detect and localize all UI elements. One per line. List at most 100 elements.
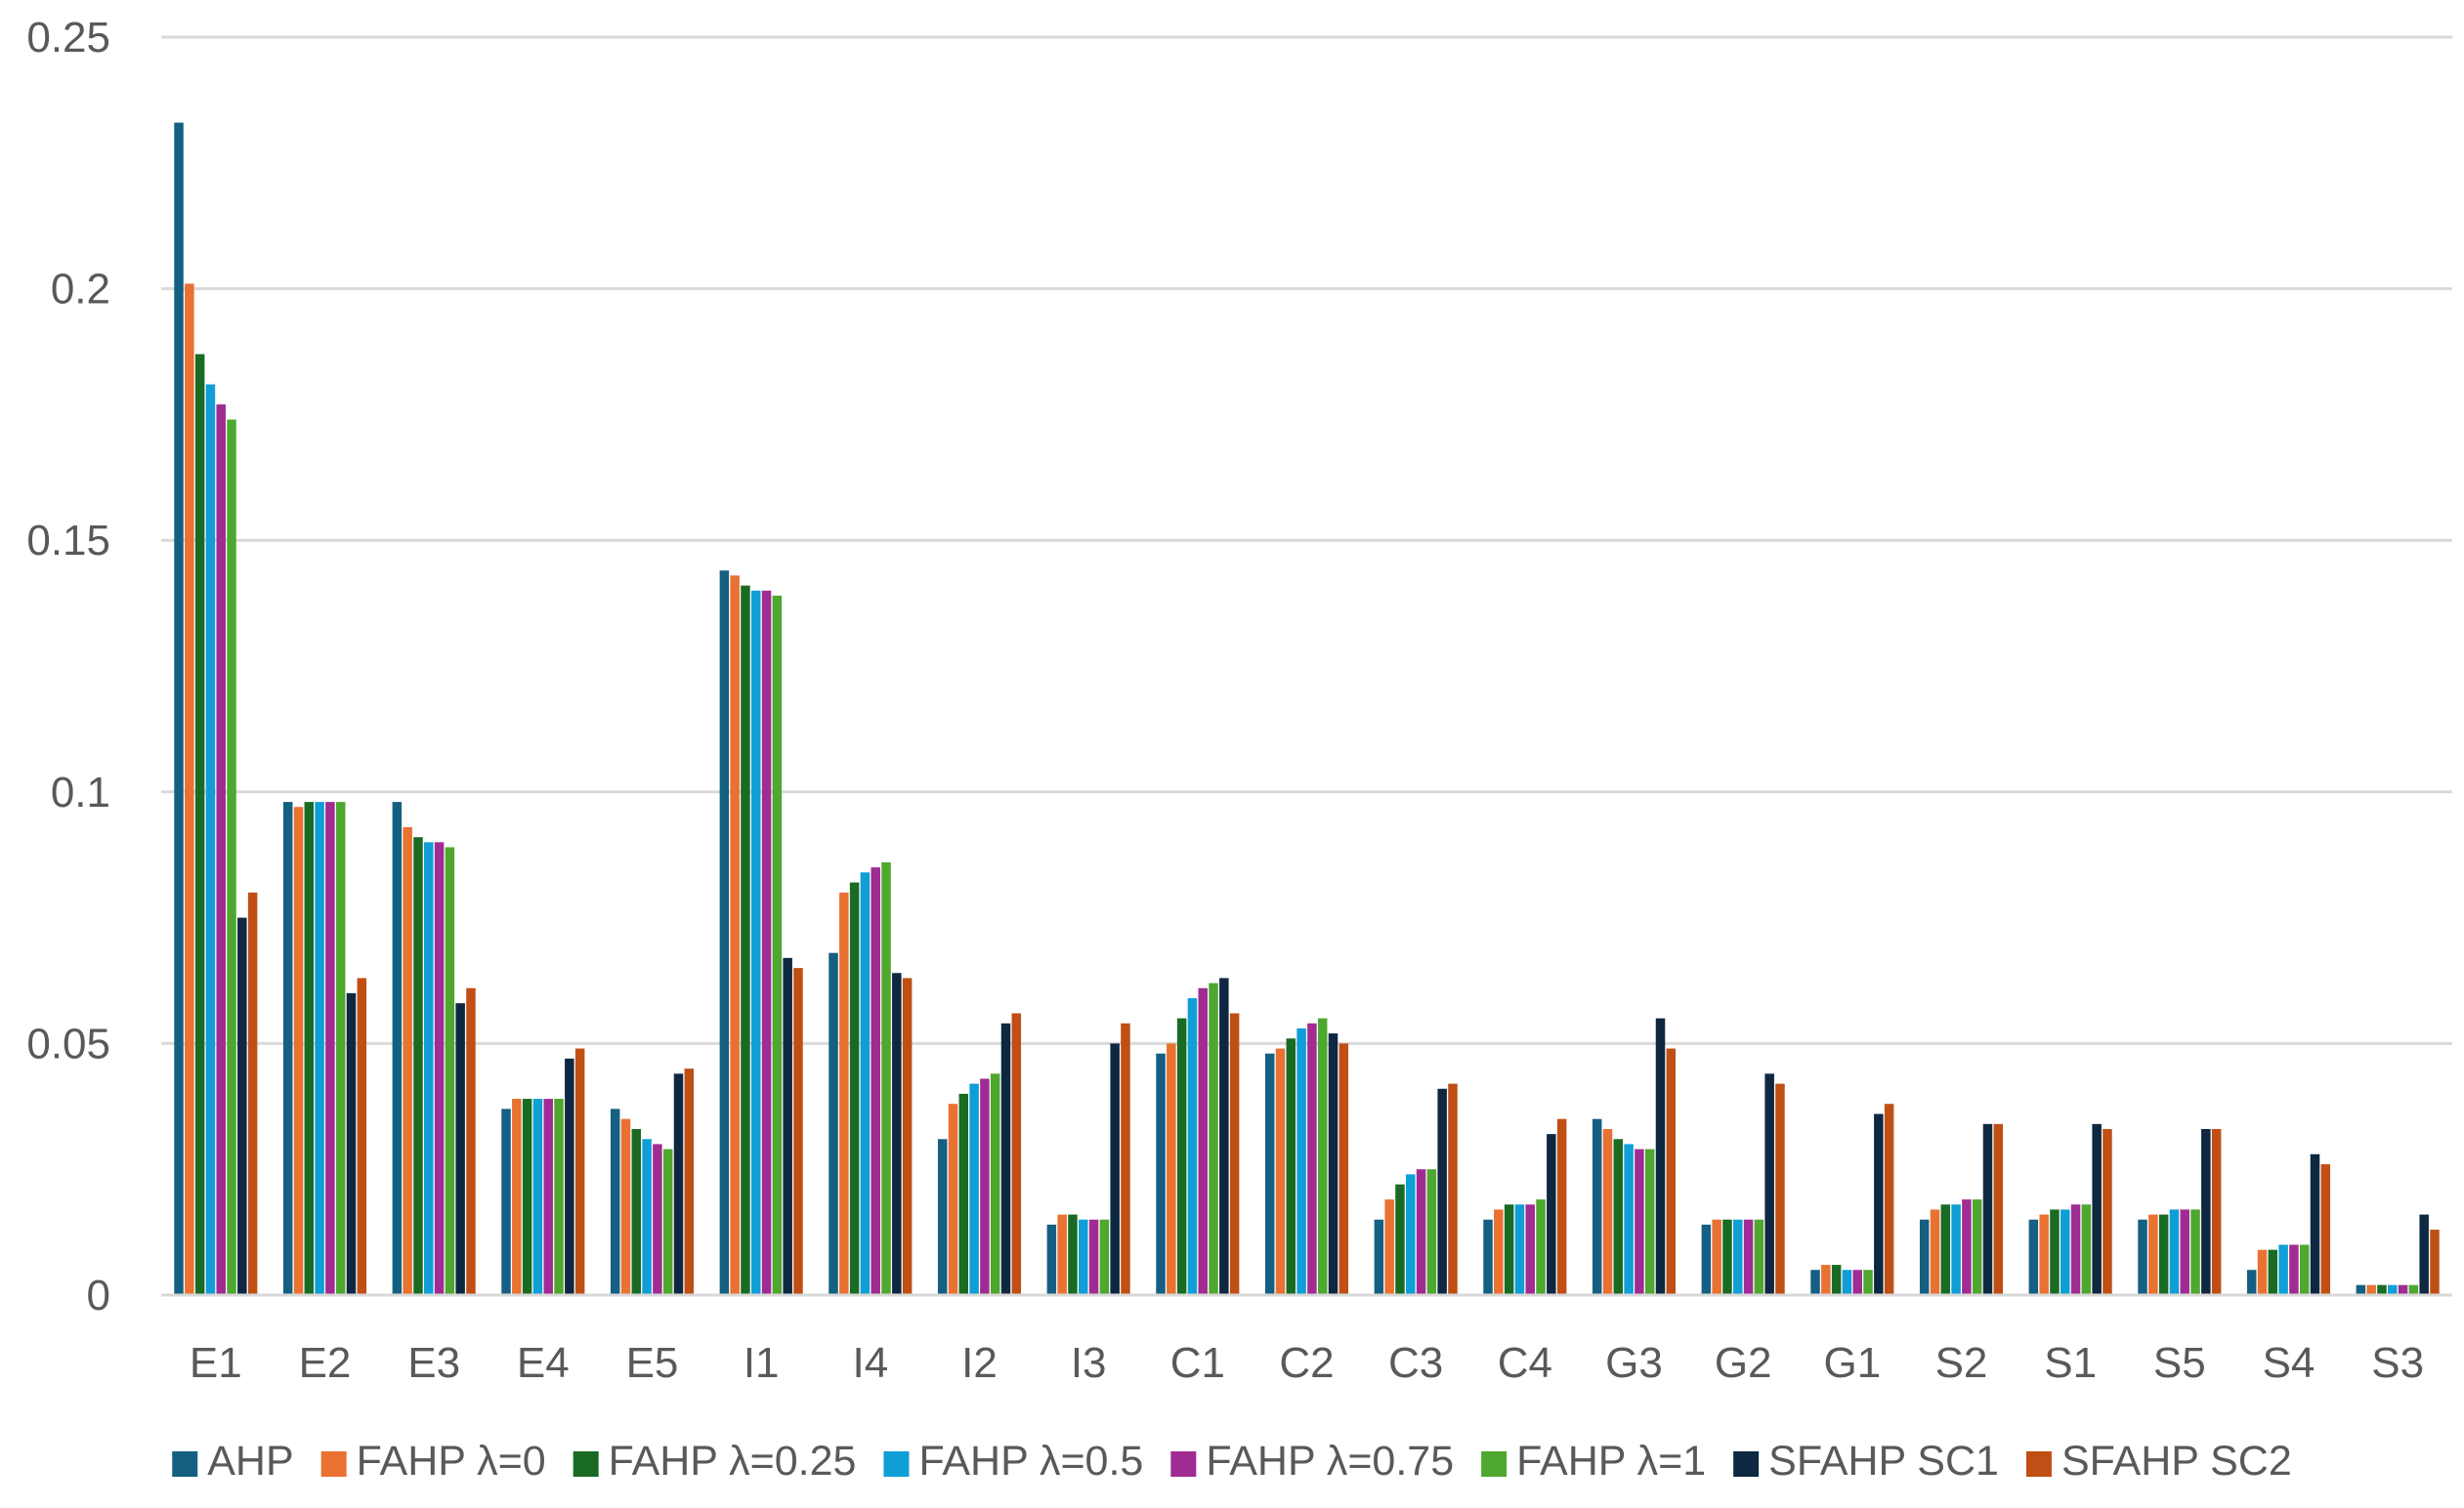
legend-item: FAHP λ=1 [1481,1438,1706,1485]
bar-i3-series-2 [1057,1214,1067,1295]
bar-e3-series-4 [424,842,434,1295]
bar-c3-series-3 [1395,1184,1405,1295]
bar-s1-series-8 [2103,1128,2112,1295]
bar-e2-series-4 [315,802,324,1295]
bar-e3-series-5 [434,842,445,1295]
bar-g3-series-1 [1592,1118,1602,1295]
bar-i2-series-8 [1011,1013,1022,1295]
bar-c3-series-8 [1448,1083,1458,1295]
bar-e5-series-4 [642,1139,652,1295]
bar-c3-series-2 [1384,1199,1394,1295]
bar-i1-series-2 [730,575,740,1295]
bar-s3-series-6 [2408,1284,2419,1295]
y-tick-label: 0 [87,1272,110,1320]
bar-c3-series-4 [1406,1174,1416,1295]
x-tick-label: I3 [1071,1339,1107,1387]
bar-g1-series-8 [1884,1104,1894,1295]
x-tick-label: G3 [1605,1339,1663,1387]
bar-c1-series-5 [1198,987,1208,1295]
bar-i1-series-8 [793,968,803,1295]
bar-g2-series-3 [1722,1219,1732,1295]
bar-i4-series-6 [881,861,891,1295]
x-tick-label: S4 [2263,1339,2315,1387]
bar-g1-series-6 [1863,1270,1873,1295]
bar-i1-series-4 [751,590,761,1295]
bar-s5-series-7 [2201,1128,2211,1295]
x-tick-label: E1 [190,1339,242,1387]
bar-s2-series-7 [1982,1123,1993,1295]
legend-label: SFAHP SC1 [1768,1438,1999,1485]
x-tick-label: C1 [1170,1339,1225,1387]
bar-c1-series-4 [1187,998,1198,1295]
bar-i3-series-4 [1079,1219,1088,1295]
bar-g1-series-3 [1831,1265,1842,1295]
bar-i2-series-2 [948,1104,958,1295]
bar-i2-series-3 [958,1093,969,1295]
y-tick-label: 0.25 [26,14,110,62]
bar-i1-series-1 [719,570,730,1295]
bar-i4-series-8 [902,978,913,1295]
legend-label: FAHP λ=1 [1516,1438,1706,1485]
bar-g1-series-4 [1842,1270,1852,1295]
legend-item: SFAHP SC1 [1733,1438,1999,1485]
bar-s3-series-1 [2356,1284,2366,1295]
legend-swatch [573,1451,599,1477]
x-tick-label: S1 [2044,1339,2097,1387]
bar-c4-series-6 [1536,1199,1546,1295]
bar-s5-series-3 [2158,1214,2169,1295]
bar-i4-series-1 [828,952,838,1295]
bar-c4-series-3 [1504,1204,1514,1295]
bar-i2-series-7 [1000,1023,1011,1295]
bar-s1-series-3 [2050,1209,2060,1295]
bar-c3-series-1 [1374,1219,1384,1295]
bar-s4-series-5 [2289,1244,2299,1295]
x-tick-label: I1 [743,1339,780,1387]
bar-e5-series-6 [662,1149,673,1295]
bar-e3-series-2 [403,826,412,1295]
bar-s1-series-5 [2070,1204,2081,1295]
bar-i4-series-3 [849,882,860,1295]
bar-g2-series-6 [1754,1219,1764,1295]
bar-s4-series-8 [2320,1164,2331,1295]
bar-i3-series-8 [1121,1023,1130,1295]
bar-c3-series-7 [1437,1088,1447,1295]
bar-e3-series-7 [455,1003,465,1295]
legend-swatch [320,1451,347,1477]
bar-e1-series-5 [216,404,226,1295]
legend-label: AHP [207,1438,293,1485]
x-tick-label: E5 [626,1339,679,1387]
bar-i3-series-6 [1099,1219,1110,1295]
bar-i2-series-6 [990,1073,1000,1295]
bar-g2-series-4 [1733,1219,1743,1295]
y-tick-label: 0.15 [26,517,110,565]
bar-s1-series-2 [2039,1214,2049,1295]
bar-g3-series-6 [1644,1149,1655,1295]
bar-e2-series-5 [325,802,335,1295]
bar-s2-series-3 [1940,1204,1951,1295]
bar-i3-series-5 [1088,1219,1099,1295]
bar-g1-series-2 [1821,1265,1831,1295]
bar-c1-series-6 [1209,983,1218,1295]
bar-s3-series-4 [2388,1284,2398,1295]
bar-s1-series-6 [2081,1204,2092,1295]
bar-e4-series-6 [554,1099,564,1295]
bar-i1-series-7 [783,957,792,1295]
x-tick-label: C4 [1498,1339,1552,1387]
bar-s4-series-4 [2278,1244,2288,1295]
legend-item: FAHP λ=0.5 [883,1438,1143,1485]
y-tick-label: 0.1 [51,769,110,817]
bar-s5-series-6 [2190,1209,2200,1295]
bar-s5-series-5 [2180,1209,2189,1295]
legend-item: SFAHP SC2 [2025,1438,2292,1485]
bar-e3-series-8 [466,987,476,1295]
bar-s3-series-3 [2377,1284,2387,1295]
bar-s2-series-5 [1962,1199,1972,1295]
bar-e1-series-8 [247,892,258,1295]
bar-c1-series-1 [1156,1053,1166,1295]
bar-c1-series-7 [1219,978,1229,1295]
bar-g3-series-2 [1602,1128,1613,1295]
bar-c2-series-2 [1275,1048,1286,1295]
bar-c2-series-8 [1338,1043,1349,1295]
